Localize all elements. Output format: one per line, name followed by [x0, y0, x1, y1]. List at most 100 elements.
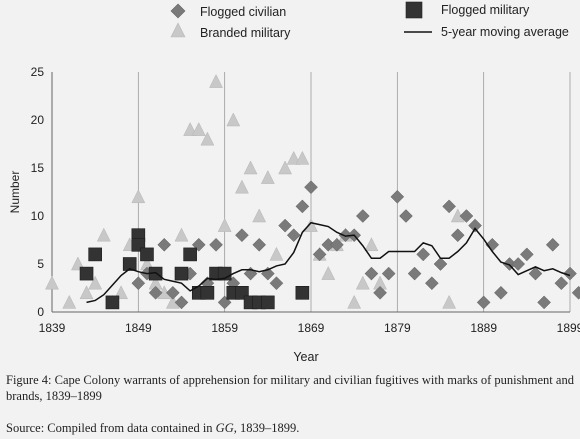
legend-moving-average: 5-year moving average	[404, 25, 569, 39]
x-tick-label: 1849	[125, 321, 152, 335]
flogged-military-point	[140, 247, 154, 262]
branded-military-point	[88, 275, 103, 290]
flogged-civilian-point	[494, 285, 508, 300]
branded-military-point	[295, 150, 310, 165]
flogged-civilian-point	[304, 180, 318, 195]
flogged-civilian-point	[157, 237, 172, 252]
flogged-civilian-point	[528, 266, 543, 281]
legend-label-moving-average: 5-year moving average	[441, 25, 569, 39]
branded-military-point	[286, 150, 301, 165]
flogged-civilian-point	[433, 257, 448, 271]
source-prefix: Source: Compiled from data contained in	[6, 421, 216, 435]
branded-military-point	[243, 160, 258, 175]
x-tick-label: 1879	[384, 321, 411, 335]
flogged-civilian-point	[425, 276, 439, 291]
flogged-military-point	[79, 266, 94, 281]
x-tick-label: 1869	[298, 321, 325, 335]
source-italic: GG	[215, 421, 234, 435]
branded-military-point	[278, 160, 293, 175]
legend-label-branded-military: Branded military	[200, 26, 291, 40]
branded-military-point	[174, 227, 189, 242]
x-tick-label: 1859	[211, 321, 238, 335]
flogged-civilian-point	[476, 295, 491, 310]
y-tick-label: 0	[37, 305, 44, 319]
flogged-military-point	[88, 247, 102, 262]
flogged-civilian-markers	[131, 180, 580, 310]
y-tick-labels: 0 5 10 15 20 25	[31, 65, 45, 319]
y-tick-label: 10	[31, 209, 45, 223]
flogged-civilian-point	[209, 237, 223, 252]
flogged-civilian-point	[295, 199, 310, 214]
flogged-civilian-point	[252, 237, 267, 252]
flogged-civilian-point	[286, 228, 301, 243]
source-suffix: , 1839–1899.	[233, 421, 300, 435]
branded-military-point	[183, 122, 198, 136]
branded-military-point	[347, 294, 362, 309]
branded-military-point	[355, 275, 370, 290]
legend-diamond-marker	[170, 3, 186, 19]
flogged-civilian-point	[269, 276, 284, 291]
y-axis-title: Number	[8, 171, 22, 214]
flogged-civilian-point	[407, 266, 422, 281]
flogged-military-markers	[79, 228, 310, 310]
axes	[51, 72, 570, 313]
flogged-military-point	[295, 285, 310, 300]
flogged-civilian-point	[148, 285, 163, 300]
branded-military-point	[269, 246, 284, 261]
x-tick-labels: 1839 1849 1859 1869 1879 1889 1899	[39, 321, 580, 335]
x-axis-title: Year	[293, 350, 318, 364]
flogged-civilian-point	[131, 276, 146, 291]
flogged-civilian-point	[330, 237, 344, 252]
flogged-military-point	[174, 266, 189, 281]
branded-military-point	[209, 74, 223, 88]
legend-triangle-marker	[170, 22, 186, 38]
flogged-civilian-point	[174, 295, 189, 310]
flogged-civilian-point	[537, 295, 551, 310]
flogged-civilian-point	[442, 199, 456, 214]
flogged-civilian-point	[381, 266, 396, 281]
flogged-civilian-point	[390, 189, 405, 204]
flogged-military-point	[122, 257, 137, 271]
flogged-military-point	[200, 285, 215, 300]
branded-military-point	[217, 218, 232, 232]
branded-military-point	[200, 131, 215, 146]
chart-svg: Flogged civilian Branded military Flogge…	[8, 1, 580, 364]
branded-military-point	[321, 266, 336, 280]
x-tick-label: 1899	[557, 321, 580, 335]
figure-source: Source: Compiled from data contained in …	[6, 420, 574, 436]
legend-branded-military: Branded military	[170, 22, 291, 40]
y-tick-label: 5	[37, 257, 44, 271]
y-tick-label: 15	[31, 161, 45, 175]
x-tick-label: 1839	[39, 321, 66, 335]
flogged-civilian-point	[571, 285, 580, 300]
branded-military-point	[191, 122, 206, 136]
branded-military-point	[235, 179, 249, 194]
flogged-civilian-point	[459, 209, 474, 223]
branded-military-point	[70, 256, 85, 271]
legend: Flogged civilian Branded military Flogge…	[170, 1, 569, 40]
flogged-civilian-point	[563, 266, 577, 281]
branded-military-point	[131, 189, 146, 204]
flogged-civilian-point	[235, 228, 249, 243]
branded-military-point	[226, 112, 241, 127]
flogged-civilian-point	[450, 228, 465, 243]
flogged-military-point	[261, 295, 275, 310]
branded-military-point	[304, 218, 318, 232]
legend-label-flogged-civilian: Flogged civilian	[200, 5, 286, 19]
flogged-civilian-point	[416, 247, 431, 262]
flogged-civilian-point	[312, 247, 327, 262]
branded-military-point	[96, 227, 111, 242]
legend-flogged-civilian: Flogged civilian	[170, 3, 286, 19]
y-tick-label: 20	[31, 113, 45, 127]
flogged-civilian-point	[355, 209, 370, 223]
flogged-military-point	[183, 247, 197, 262]
legend-label-flogged-military: Flogged military	[441, 3, 530, 17]
branded-military-point	[260, 170, 275, 184]
branded-military-point	[79, 285, 94, 300]
branded-military-point	[62, 294, 77, 309]
flogged-military-point	[105, 295, 120, 310]
flogged-civilian-point	[278, 218, 292, 233]
flogged-civilian-point	[373, 285, 387, 300]
legend-square-marker	[405, 1, 423, 19]
y-tick-label: 25	[31, 65, 45, 79]
